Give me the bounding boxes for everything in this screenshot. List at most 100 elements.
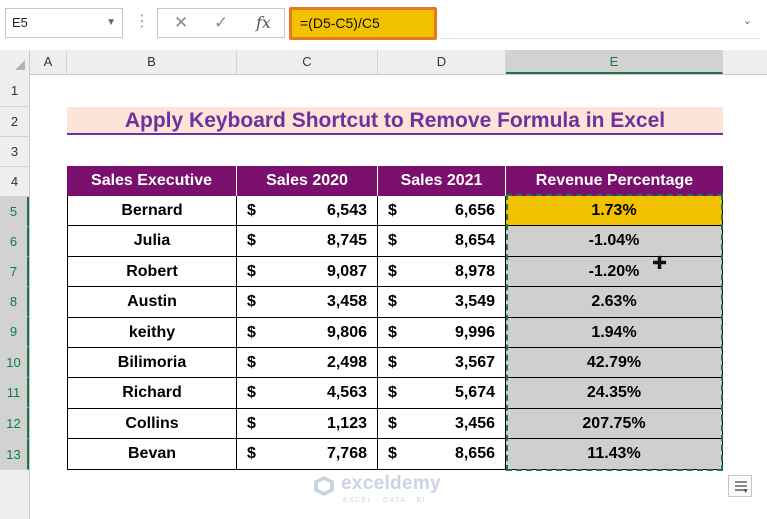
cell-sales-2021[interactable]: $3,456 (378, 408, 506, 440)
row-header-9[interactable]: 9 (0, 317, 29, 347)
more-options-icon[interactable]: ⋮ (134, 13, 150, 30)
cell-revenue-percentage[interactable]: 1.73% (506, 196, 723, 227)
row-header-8[interactable]: 8 (0, 287, 29, 317)
row-header-7[interactable]: 7 (0, 257, 29, 287)
column-header-c[interactable]: C (237, 50, 378, 74)
amount: 1,123 (326, 414, 367, 432)
cell-sales-executive[interactable]: Bernard (67, 196, 237, 227)
cell-sales-executive[interactable]: keithy (67, 317, 237, 348)
cell-sales-2021[interactable]: $3,549 (378, 287, 506, 318)
cell-sales-2021[interactable]: $8,654 (378, 226, 506, 257)
cell-revenue-percentage[interactable]: 2.63% (506, 287, 723, 318)
row-header-6[interactable]: 6 (0, 227, 29, 257)
currency-symbol: $ (388, 202, 397, 219)
cell-sales-2020[interactable]: $9,087 (237, 256, 378, 288)
amount: 2,498 (326, 354, 367, 371)
cell-sales-2021[interactable]: $5,674 (378, 378, 506, 409)
amount: 5,674 (454, 384, 495, 402)
cell-sales-executive[interactable]: Bevan (67, 439, 237, 470)
row-header-11[interactable]: 11 (0, 378, 29, 408)
row-header-10[interactable]: 10 (0, 347, 29, 378)
cell-sales-executive[interactable]: Richard (67, 378, 237, 409)
formula-bar: E5 ▼ ⋮ ✕ ✓ fx =(D5-C5)/C5 ⌄ (0, 0, 767, 50)
amount: 8,978 (454, 262, 495, 280)
column-header-e[interactable]: E (506, 50, 723, 74)
header-revenue-percentage[interactable]: Revenue Percentage (506, 166, 723, 196)
cancel-icon[interactable]: ✕ (174, 13, 189, 32)
watermark-tagline: EXCEL · DATA · BI (343, 497, 426, 504)
currency-symbol: $ (247, 354, 256, 371)
amount: 9,087 (326, 262, 367, 280)
column-header-a[interactable]: A (30, 50, 67, 74)
column-header-bar: A B C D E (0, 50, 767, 75)
cell-sales-2020[interactable]: $6,543 (237, 196, 378, 227)
cell-sales-executive[interactable]: Collins (67, 408, 237, 440)
select-all-button[interactable] (0, 50, 30, 74)
cell-revenue-percentage[interactable]: -1.20% (506, 256, 723, 288)
cell-revenue-percentage[interactable]: -1.04% (506, 226, 723, 257)
name-box[interactable]: E5 ▼ (5, 8, 123, 38)
row-header-12[interactable]: 12 (0, 408, 29, 439)
cell-sales-2021[interactable]: $8,656 (378, 439, 506, 470)
amount: 9,996 (454, 323, 495, 341)
paste-options-button[interactable]: ▼ (728, 475, 752, 497)
column-header-b[interactable]: B (67, 50, 237, 74)
amount: 8,656 (454, 445, 495, 463)
cell-sales-2021[interactable]: $3,567 (378, 348, 506, 379)
paste-options-icon (735, 481, 747, 491)
amount: 3,458 (326, 293, 367, 311)
cell-sales-2021[interactable]: $9,996 (378, 317, 506, 348)
currency-symbol: $ (247, 232, 256, 250)
header-sales-executive[interactable]: Sales Executive (67, 166, 237, 196)
cell-sales-2020[interactable]: $1,123 (237, 408, 378, 440)
sheet-title[interactable]: Apply Keyboard Shortcut to Remove Formul… (67, 107, 723, 135)
formula-input[interactable]: =(D5-C5)/C5 (289, 7, 437, 40)
cell-sales-2020[interactable]: $2,498 (237, 348, 378, 379)
cell-sales-2021[interactable]: $6,656 (378, 196, 506, 227)
amount: 7,768 (326, 445, 367, 463)
cell-sales-executive[interactable]: Austin (67, 287, 237, 318)
cell-revenue-percentage[interactable]: 42.79% (506, 348, 723, 379)
amount: 4,563 (326, 384, 367, 402)
cell-revenue-percentage[interactable]: 24.35% (506, 378, 723, 409)
expand-formula-bar-icon[interactable]: ⌄ (742, 15, 752, 27)
amount: 8,745 (326, 232, 367, 250)
formula-text: =(D5-C5)/C5 (300, 15, 380, 31)
currency-symbol: $ (388, 445, 397, 463)
row-header-2[interactable]: 2 (0, 107, 29, 137)
cell-revenue-percentage[interactable]: 207.75% (506, 408, 723, 440)
header-sales-2020[interactable]: Sales 2020 (237, 166, 378, 196)
select-all-icon (15, 60, 25, 70)
cell-sales-2020[interactable]: $8,745 (237, 226, 378, 257)
formula-input-extension[interactable]: ⌄ (440, 8, 760, 39)
cell-sales-executive[interactable]: Bilimoria (67, 348, 237, 379)
header-sales-2021[interactable]: Sales 2021 (378, 166, 506, 196)
cell-sales-2021[interactable]: $8,978 (378, 256, 506, 288)
cell-sales-2020[interactable]: $7,768 (237, 439, 378, 470)
currency-symbol: $ (388, 323, 397, 341)
cell-sales-2020[interactable]: $9,806 (237, 317, 378, 348)
row-header-5[interactable]: 5 (0, 197, 29, 227)
row-header-4[interactable]: 4 (0, 167, 29, 197)
amount: 6,543 (326, 202, 367, 219)
row-header-13[interactable]: 13 (0, 439, 29, 470)
cell-revenue-percentage[interactable]: 1.94% (506, 317, 723, 348)
cell-sales-2020[interactable]: $4,563 (237, 378, 378, 409)
currency-symbol: $ (388, 414, 397, 432)
cell-select-cursor-icon: ✚ (652, 253, 668, 273)
row-header-bar: 1 2 3 4 5 6 7 8 9 10 11 12 13 (0, 74, 30, 519)
paste-options-dropdown-icon: ▼ (742, 488, 749, 495)
column-header-d[interactable]: D (378, 50, 506, 74)
name-box-dropdown-icon[interactable]: ▼ (106, 17, 116, 28)
enter-icon[interactable]: ✓ (214, 13, 229, 32)
insert-function-icon[interactable]: fx (256, 13, 271, 32)
cell-sales-2020[interactable]: $3,458 (237, 287, 378, 318)
cell-revenue-percentage[interactable]: 11.43% (506, 439, 723, 470)
amount: 3,456 (454, 414, 495, 432)
paste-options-icon-line (735, 485, 747, 487)
exceldemy-logo-icon (314, 476, 334, 496)
row-header-1[interactable]: 1 (0, 74, 29, 107)
cell-sales-executive[interactable]: Julia (67, 226, 237, 257)
row-header-3[interactable]: 3 (0, 137, 29, 167)
cell-sales-executive[interactable]: Robert (67, 256, 237, 288)
